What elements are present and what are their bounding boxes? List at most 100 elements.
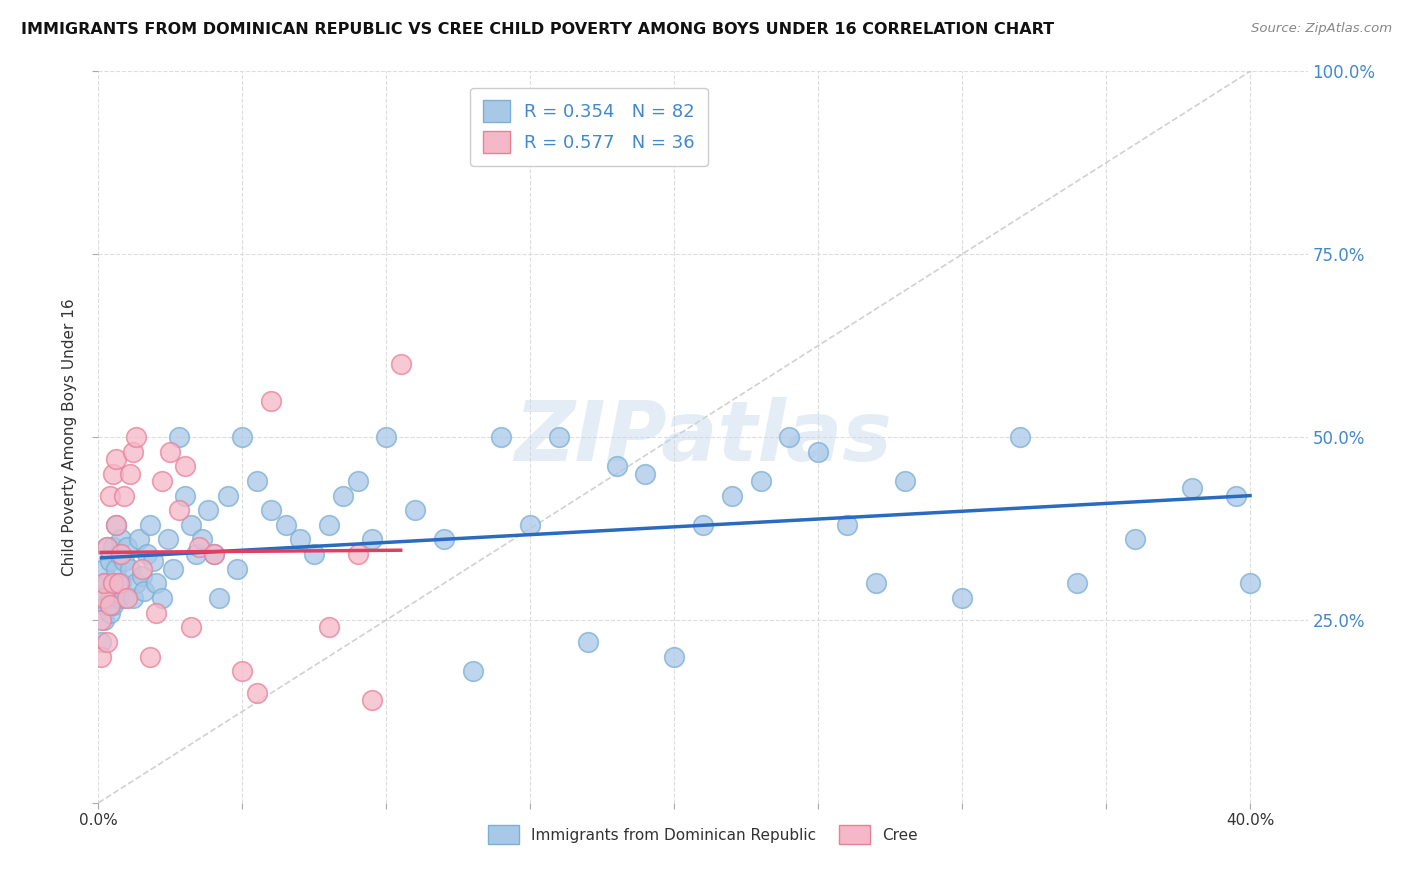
Point: [101, 599, 124, 613]
Point: [93, 576, 115, 591]
Point: [98, 606, 121, 620]
Point: [101, 467, 124, 481]
Point: [246, 686, 269, 700]
Y-axis label: Child Poverty Among Boys Under 16: Child Poverty Among Boys Under 16: [62, 298, 77, 576]
Point: [131, 562, 153, 576]
Point: [1008, 430, 1031, 444]
Text: Source: ZipAtlas.com: Source: ZipAtlas.com: [1251, 22, 1392, 36]
Point: [104, 562, 127, 576]
Point: [96, 635, 118, 649]
Legend: Immigrants from Dominican Republic, Cree: Immigrants from Dominican Republic, Cree: [482, 819, 924, 850]
Point: [93, 576, 115, 591]
Point: [491, 430, 513, 444]
Point: [98, 591, 121, 605]
Point: [835, 517, 858, 532]
Point: [519, 517, 541, 532]
Point: [389, 357, 412, 371]
Point: [433, 533, 456, 547]
Point: [122, 444, 145, 458]
Point: [131, 569, 153, 583]
Point: [167, 503, 190, 517]
Point: [807, 444, 830, 458]
Point: [104, 517, 127, 532]
Point: [288, 533, 311, 547]
Point: [188, 540, 211, 554]
Point: [548, 430, 571, 444]
Point: [93, 591, 115, 605]
Point: [101, 576, 124, 591]
Point: [96, 599, 118, 613]
Point: [112, 591, 135, 605]
Point: [139, 649, 162, 664]
Point: [125, 430, 148, 444]
Point: [1239, 576, 1261, 591]
Point: [90, 613, 112, 627]
Point: [180, 620, 202, 634]
Point: [145, 576, 167, 591]
Point: [461, 664, 484, 678]
Point: [1181, 481, 1204, 495]
Point: [120, 562, 142, 576]
Point: [107, 547, 129, 561]
Point: [186, 547, 208, 561]
Point: [96, 540, 118, 554]
Point: [260, 393, 283, 408]
Point: [173, 459, 195, 474]
Point: [375, 430, 398, 444]
Point: [202, 547, 225, 561]
Point: [361, 693, 384, 707]
Point: [318, 620, 340, 634]
Text: ZIPatlas: ZIPatlas: [515, 397, 891, 477]
Point: [260, 503, 283, 517]
Point: [98, 489, 121, 503]
Point: [865, 576, 887, 591]
Point: [136, 547, 159, 561]
Point: [778, 430, 800, 444]
Point: [197, 503, 219, 517]
Point: [104, 452, 127, 467]
Point: [404, 503, 426, 517]
Point: [128, 533, 150, 547]
Point: [1225, 489, 1247, 503]
Point: [893, 474, 915, 488]
Point: [110, 547, 132, 561]
Point: [122, 591, 145, 605]
Point: [90, 591, 112, 605]
Point: [692, 517, 714, 532]
Point: [720, 489, 742, 503]
Point: [664, 649, 686, 664]
Point: [115, 591, 138, 605]
Point: [90, 635, 112, 649]
Point: [125, 576, 148, 591]
Point: [101, 576, 124, 591]
Point: [634, 467, 657, 481]
Point: [156, 533, 179, 547]
Point: [318, 517, 340, 532]
Point: [231, 430, 253, 444]
Point: [139, 517, 162, 532]
Point: [112, 489, 135, 503]
Point: [180, 517, 202, 532]
Text: IMMIGRANTS FROM DOMINICAN REPUBLIC VS CREE CHILD POVERTY AMONG BOYS UNDER 16 COR: IMMIGRANTS FROM DOMINICAN REPUBLIC VS CR…: [21, 22, 1054, 37]
Point: [120, 467, 142, 481]
Point: [361, 533, 384, 547]
Point: [1123, 533, 1146, 547]
Point: [749, 474, 772, 488]
Point: [1066, 576, 1088, 591]
Point: [107, 591, 129, 605]
Point: [159, 444, 181, 458]
Point: [145, 606, 167, 620]
Point: [208, 591, 231, 605]
Point: [332, 489, 354, 503]
Point: [246, 474, 269, 488]
Point: [346, 547, 368, 561]
Point: [346, 474, 368, 488]
Point: [115, 540, 138, 554]
Point: [274, 517, 297, 532]
Point: [93, 613, 115, 627]
Point: [162, 562, 184, 576]
Point: [202, 547, 225, 561]
Point: [606, 459, 628, 474]
Point: [98, 554, 121, 568]
Point: [134, 583, 156, 598]
